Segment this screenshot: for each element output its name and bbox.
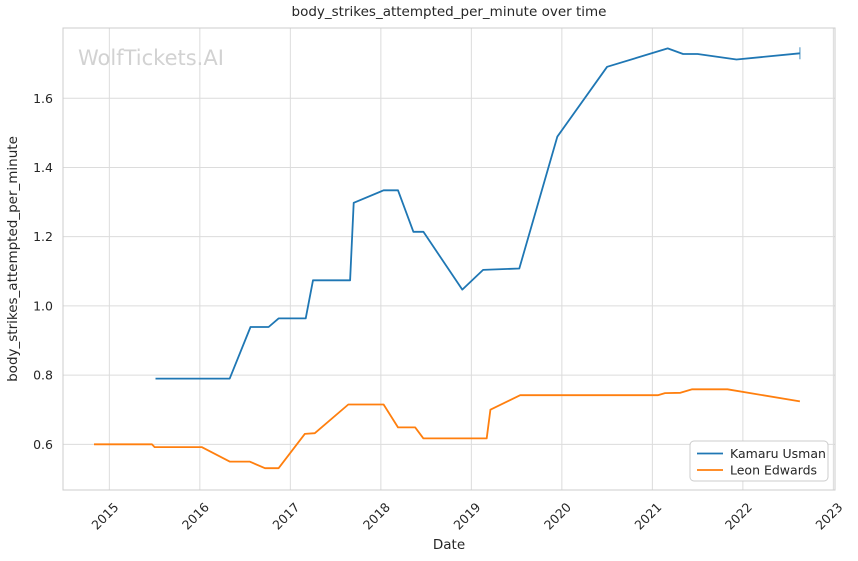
x-tick-label: 2019: [450, 499, 483, 532]
y-axis-label: body_strikes_attempted_per_minute: [5, 136, 21, 382]
plot-border: [62, 27, 836, 491]
chart-title: body_strikes_attempted_per_minute over t…: [292, 4, 607, 20]
y-tick-label: 0.6: [33, 437, 53, 452]
y-tick-labels: 0.6 0.8 1.0 1.2 1.4 1.6: [33, 91, 53, 452]
x-tick-label: 2023: [812, 500, 845, 533]
series-lines: [94, 47, 801, 470]
watermark: WolfTickets.AI: [78, 46, 224, 70]
x-tick-label: 2022: [722, 500, 755, 533]
legend-item: Kamaru Usman: [697, 446, 826, 461]
x-axis-label: Date: [433, 537, 465, 553]
legend-box: [689, 440, 829, 482]
series-line-leon-edwards: [94, 388, 801, 470]
x-tick-label: 2016: [179, 499, 212, 532]
x-tick-labels: 2015 2016 2017 2018 2019 2020 2021 2022 2023: [88, 499, 845, 532]
legend: Kamaru Usman Leon Edwards: [689, 440, 829, 482]
x-tick-label: 2018: [360, 499, 393, 532]
x-tick-label: 2015: [88, 500, 121, 533]
y-tick-label: 1.6: [33, 91, 53, 106]
legend-item: Leon Edwards: [697, 463, 817, 478]
series-line-kamaru-usman: [155, 47, 800, 380]
y-tick-label: 0.8: [33, 368, 53, 383]
plot-area: [62, 27, 836, 491]
y-tick-label: 1.2: [33, 229, 53, 244]
x-tick-label: 2017: [269, 500, 302, 533]
x-tick-label: 2021: [631, 500, 664, 533]
y-tick-label: 1.4: [33, 160, 53, 175]
legend-label: Kamaru Usman: [730, 446, 826, 461]
legend-label: Leon Edwards: [730, 463, 817, 478]
x-tick-label: 2020: [541, 499, 574, 532]
y-tick-label: 1.0: [33, 298, 53, 313]
